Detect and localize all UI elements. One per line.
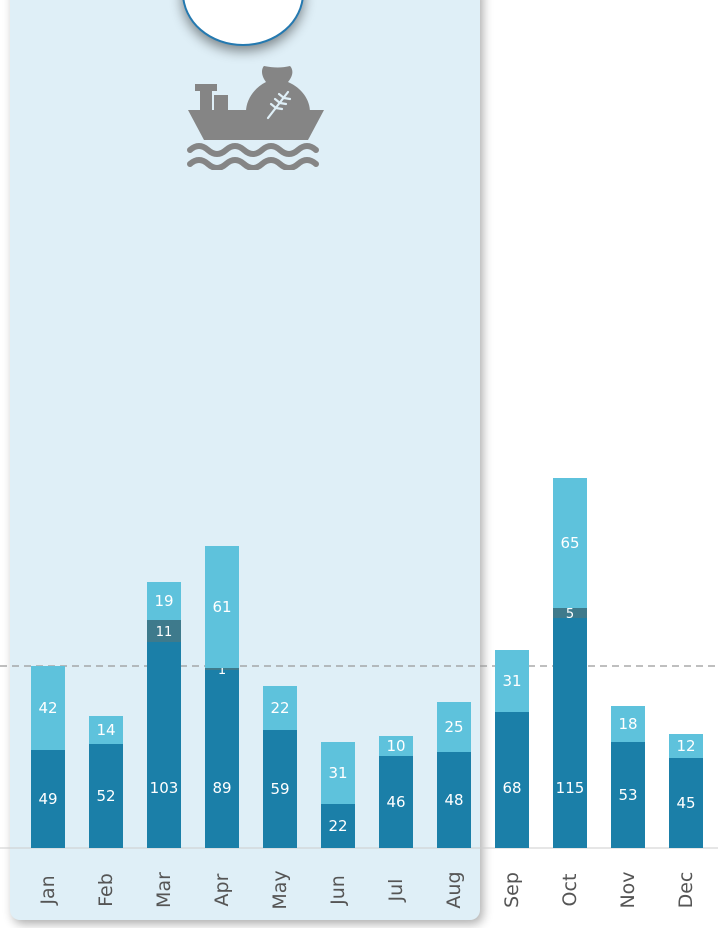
bar-segment-middle-oct <box>553 608 587 618</box>
bars-group: 49 42 52 14 103 11 19 89 1 61 59 22 22 31 46 10 48 25 68 31… <box>31 478 703 848</box>
bar-segment-base-oct <box>553 618 587 848</box>
bar-value-label-base-aug: 48 <box>444 791 463 809</box>
bar-value-label-base-nov: 53 <box>618 786 637 804</box>
x-tick-label-apr: Apr <box>211 873 233 906</box>
bar-segment-top-jul <box>379 736 413 756</box>
x-tick-label-jan: Jan <box>37 875 59 905</box>
x-tick-label-oct: Oct <box>559 874 581 907</box>
bar-value-label-base-oct: 115 <box>556 779 585 797</box>
bar-value-label-base-may: 59 <box>270 780 289 798</box>
x-tick-label-nov: Nov <box>617 871 639 908</box>
bar-value-label-base-jun: 22 <box>328 817 347 835</box>
x-tick-label-may: May <box>269 870 291 909</box>
x-tick-label-aug: Aug <box>443 871 465 908</box>
bar-value-label-top-dec: 12 <box>676 737 695 755</box>
bar-value-label-top-feb: 14 <box>96 721 115 739</box>
bar-segment-top-may <box>263 686 297 730</box>
bar-value-label-base-jul: 46 <box>386 793 405 811</box>
bar-segment-top-feb <box>89 716 123 744</box>
bar-value-label-base-mar: 103 <box>150 779 179 797</box>
bar-value-label-top-aug: 25 <box>444 718 463 736</box>
bar-segment-base-feb <box>89 744 123 848</box>
bar-segment-base-jun <box>321 804 355 848</box>
x-tick-label-mar: Mar <box>153 872 175 908</box>
bar-segment-top-dec <box>669 734 703 758</box>
bar-segment-top-oct <box>553 478 587 608</box>
bar-value-label-base-jan: 49 <box>38 790 57 808</box>
bar-value-label-top-jul: 10 <box>386 737 405 755</box>
bar-segment-base-aug <box>437 752 471 848</box>
bar-segment-top-mar <box>147 582 181 620</box>
ship-with-grain-sack-icon <box>187 66 324 170</box>
bar-value-label-base-sep: 68 <box>502 779 521 797</box>
bar-segment-base-jul <box>379 756 413 848</box>
bar-value-label-top-mar: 19 <box>154 592 173 610</box>
bar-value-label-top-sep: 31 <box>502 672 521 690</box>
bar-value-label-top-nov: 18 <box>618 715 637 733</box>
bar-value-label-top-may: 22 <box>270 699 289 717</box>
bar-segment-middle-apr <box>205 668 239 670</box>
x-tick-label-jul: Jul <box>385 879 407 903</box>
bar-segment-base-dec <box>669 758 703 848</box>
bar-segment-middle-mar <box>147 620 181 642</box>
bar-value-label-middle-apr: 1 <box>218 663 226 678</box>
bar-value-label-base-feb: 52 <box>96 787 115 805</box>
bar-segment-top-jan <box>31 666 65 750</box>
bar-value-label-base-apr: 89 <box>212 779 231 797</box>
bar-value-label-top-oct: 65 <box>560 534 579 552</box>
bar-segment-top-nov <box>611 706 645 742</box>
bar-segment-base-sep <box>495 712 529 848</box>
bar-segment-top-apr <box>205 546 239 668</box>
bar-value-label-base-dec: 45 <box>676 794 695 812</box>
bar-segment-base-mar <box>147 642 181 848</box>
x-tick-label-feb: Feb <box>95 873 117 907</box>
bar-segment-base-nov <box>611 742 645 848</box>
bar-value-label-middle-mar: 11 <box>156 625 173 640</box>
bar-value-label-top-apr: 61 <box>212 598 231 616</box>
bar-segment-base-jan <box>31 750 65 848</box>
bar-value-label-top-jan: 42 <box>38 699 57 717</box>
bar-segment-top-jun <box>321 742 355 804</box>
bar-value-label-middle-oct: 5 <box>566 607 574 622</box>
bar-value-label-top-jun: 31 <box>328 764 347 782</box>
x-tick-label-jun: Jun <box>327 875 349 906</box>
bar-segment-top-sep <box>495 650 529 712</box>
bar-segment-top-aug <box>437 702 471 752</box>
bar-segment-base-apr <box>205 670 239 848</box>
x-tick-labels: Jan Feb Mar Apr May Jun Jul Aug Sep Oct Nov Dec <box>37 870 697 909</box>
bar-segment-base-may <box>263 730 297 848</box>
x-tick-label-dec: Dec <box>675 872 697 909</box>
x-tick-label-sep: Sep <box>501 872 523 908</box>
